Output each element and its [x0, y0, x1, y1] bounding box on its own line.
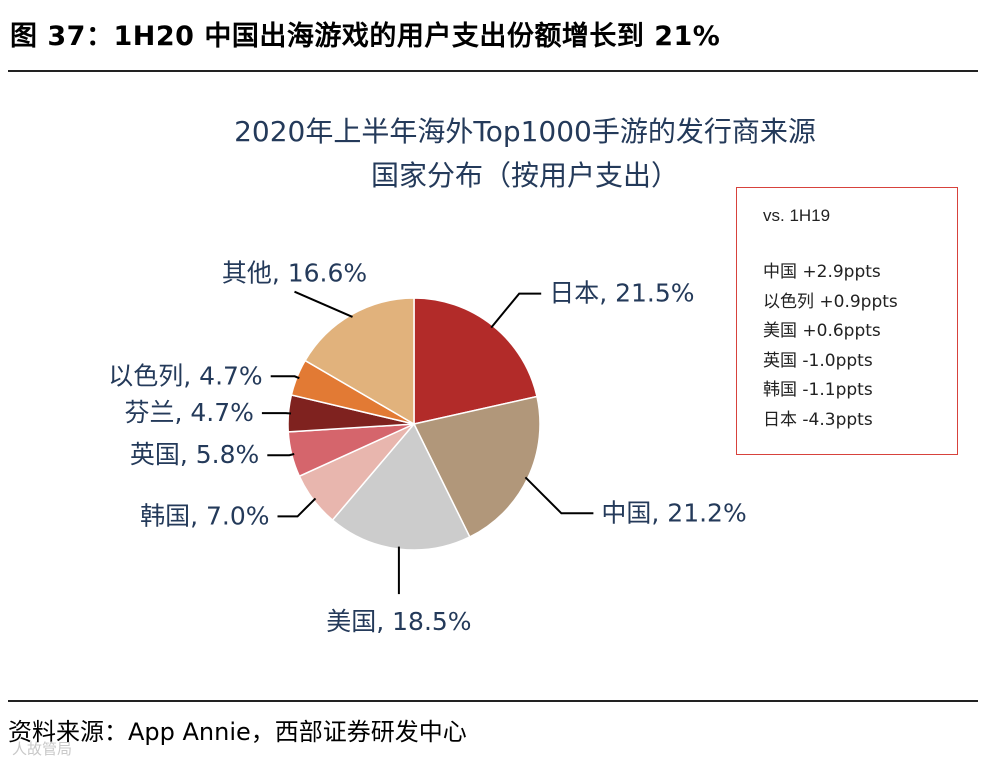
change-item-israel: 以色列 +0.9ppts [763, 291, 898, 312]
slice-label-china: 中国, 21.2% [601, 498, 746, 527]
slice-label-israel: 以色列, 4.7% [108, 361, 262, 390]
leader-line-korea [277, 497, 317, 518]
pie-chart: 日本, 21.5% 中国, 21.2% 美国, 18.5% 韩国, 7.0% 英国, 5… [108, 259, 746, 636]
watermark: 人故管局 [12, 740, 73, 758]
leader-line-israel [270, 375, 300, 380]
figure-title: 图 37：1H20 中国出海游戏的用户支出份额增长到 21% [10, 21, 721, 52]
leader-line-others [294, 290, 353, 318]
change-item-japan: 日本 -4.3ppts [763, 409, 873, 430]
leader-line-uk [267, 453, 295, 457]
slice-label-japan: 日本, 21.5% [549, 279, 694, 308]
slice-label-finland: 芬兰, 4.7% [124, 398, 253, 427]
bottom-divider [8, 700, 978, 702]
change-item-usa: 美国 +0.6ppts [763, 321, 881, 341]
change-item-korea: 韩国 -1.1ppts [763, 380, 873, 400]
change-item-china: 中国 +2.9ppts [763, 262, 881, 282]
pie-slice-others [304, 297, 415, 426]
chart-title: 2020年上半年海外Top1000手游的发行商来源 [234, 115, 816, 148]
slice-label-korea: 韩国, 7.0% [140, 501, 269, 530]
leader-line-china [524, 476, 594, 515]
slice-label-others: 其他, 16.6% [222, 259, 367, 288]
top-divider [8, 70, 978, 72]
change-item-uk: 英国 -1.0ppts [763, 350, 873, 371]
slice-label-uk: 英国, 5.8% [130, 440, 259, 469]
source-note: 资料来源：App Annie，西部证券研发中心 [8, 718, 467, 746]
change-list: 中国 +2.9ppts 以色列 +0.9ppts 美国 +0.6ppts 英国 … [763, 258, 898, 435]
leader-line-japan [490, 292, 542, 329]
change-box-heading: vs. 1H19 [763, 206, 831, 225]
change-vs-1h19-box: vs. 1H19 中国 +2.9ppts 以色列 +0.9ppts 美国 +0.… [736, 187, 958, 455]
slice-label-usa: 美国, 18.5% [326, 607, 471, 636]
chart-subtitle: 国家分布（按用户支出） [370, 159, 679, 192]
